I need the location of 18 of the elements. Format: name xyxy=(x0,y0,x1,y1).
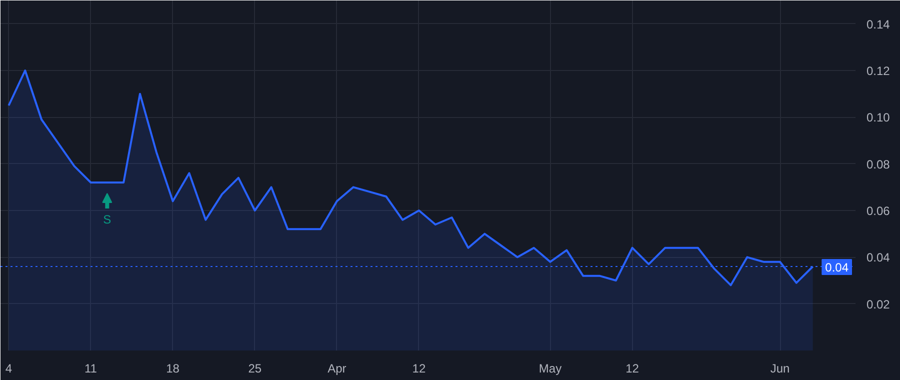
x-tick-label: 25 xyxy=(248,362,262,376)
y-tick-label: 0.14 xyxy=(866,17,890,32)
x-tick-label: 18 xyxy=(166,362,180,376)
y-tick-label: 0.12 xyxy=(866,64,890,78)
x-tick-label: 4 xyxy=(5,362,12,376)
x-tick-label: Apr xyxy=(328,362,346,376)
x-tick-label: 12 xyxy=(412,362,426,376)
ref-line-label: 0.04 xyxy=(825,260,849,274)
x-tick-label: May xyxy=(538,362,562,376)
x-tick-label: Jun xyxy=(770,362,790,376)
y-tick-label: 0.10 xyxy=(866,110,890,125)
annotation: S xyxy=(103,212,112,226)
x-tick-label: 11 xyxy=(84,362,98,376)
x-tick-label: 12 xyxy=(626,362,640,376)
y-tick-label: 0.08 xyxy=(866,157,890,172)
y-tick-label: 0.02 xyxy=(866,297,890,312)
y-tick-label: 0.06 xyxy=(866,204,890,218)
y-tick-label: 0.04 xyxy=(866,250,890,265)
